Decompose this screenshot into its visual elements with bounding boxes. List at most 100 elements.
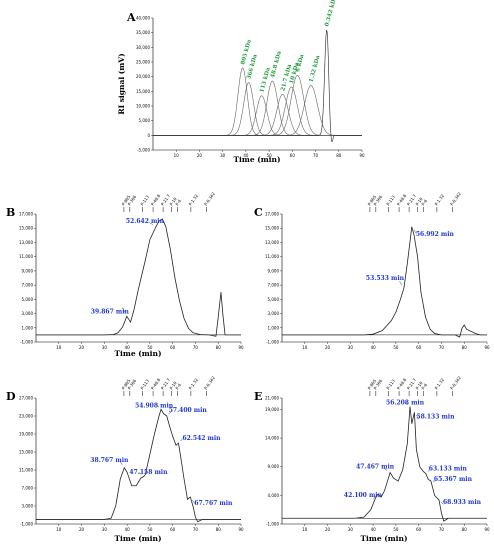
standard-marker-label: P-113 bbox=[385, 194, 396, 207]
x-tick-label: 20 bbox=[197, 153, 203, 158]
y-tick-label: 3,000 bbox=[22, 504, 34, 509]
standard-marker-label: P-6 bbox=[420, 382, 428, 390]
standard-marker-label: P-0.342 bbox=[203, 191, 216, 207]
standard-marker-label: P-48.8 bbox=[396, 377, 408, 391]
annotation-arrow bbox=[427, 469, 431, 472]
standard-marker-label: P-6 bbox=[174, 198, 182, 206]
peak-annotation: 52.642 min bbox=[126, 218, 165, 225]
peak-annotation: 65.367 min bbox=[434, 476, 473, 483]
x-tick-label: 60 bbox=[170, 345, 176, 350]
x-tick-label: 10 bbox=[56, 345, 62, 350]
chromatogram-line bbox=[36, 218, 241, 337]
x-tick-label: 50 bbox=[267, 153, 273, 158]
standard-marker-label: P-113 bbox=[139, 194, 150, 207]
y-tick-label: 7,000 bbox=[22, 486, 34, 491]
y-tick-label: -1,000 bbox=[20, 522, 33, 527]
x-tick-label: 60 bbox=[416, 345, 422, 350]
x-axis-title: Time (min) bbox=[233, 155, 280, 164]
x-tick-label: 70 bbox=[313, 153, 319, 158]
x-tick-label: 20 bbox=[79, 345, 85, 350]
peak-annotation: 56.208 min bbox=[386, 400, 425, 407]
y-tick-label: 3,000 bbox=[268, 311, 280, 316]
x-tick-label: 50 bbox=[393, 345, 399, 350]
annotation-arrow bbox=[149, 222, 154, 225]
x-tick-label: 30 bbox=[348, 527, 354, 532]
x-tick-label: 90 bbox=[238, 527, 244, 532]
x-tick-label: 90 bbox=[359, 153, 365, 158]
y-tick-label: 11,000 bbox=[19, 468, 33, 473]
y-tick-label: 3,000 bbox=[22, 311, 34, 316]
standard-marker-label: P-21.7 bbox=[160, 377, 172, 391]
x-axis-title: Time (min) bbox=[114, 534, 161, 543]
y-tick-label: 5,000 bbox=[22, 297, 34, 302]
chart-panel-a: 10 20 30 40 50 60 70 80 90 -5,000 0 5,000 10,000 15,0… bbox=[117, 0, 365, 164]
x-tick-label: 50 bbox=[147, 527, 153, 532]
standard-marker-label: P-0.342 bbox=[203, 375, 216, 391]
peak-annotation: 56.992 min bbox=[416, 231, 455, 238]
x-axis-title: Time (min) bbox=[360, 534, 407, 543]
series-label: 6 kDa bbox=[295, 53, 306, 72]
annotation-arrow bbox=[440, 501, 444, 505]
standard-marker-label: P-805 bbox=[121, 378, 132, 391]
y-tick-label: 19,000 bbox=[19, 432, 33, 437]
peak-annotation: 67.767 min bbox=[194, 500, 233, 507]
standard-marker-label: P-10 bbox=[168, 196, 177, 206]
x-tick-label: 10 bbox=[302, 527, 308, 532]
x-tick-label: 50 bbox=[147, 345, 153, 350]
x-tick-label: 80 bbox=[216, 345, 222, 350]
standard-marker-label: P-21.7 bbox=[160, 193, 172, 207]
x-tick-label: 80 bbox=[216, 527, 222, 532]
standard-marker-label: P-21.7 bbox=[406, 193, 418, 207]
x-tick-label: 90 bbox=[238, 345, 244, 350]
annotation-arrow bbox=[180, 438, 183, 442]
annotation-arrow bbox=[156, 404, 160, 408]
standard-marker-label: P-48.8 bbox=[150, 377, 162, 391]
x-tick-label: 70 bbox=[193, 345, 199, 350]
standard-marker-label: P-366 bbox=[127, 378, 138, 391]
y-tick-label: 40,000 bbox=[136, 16, 150, 21]
standard-marker-label: P-0.342 bbox=[449, 191, 462, 207]
x-tick-label: 20 bbox=[325, 345, 331, 350]
panel-letter-b: B bbox=[6, 206, 15, 219]
x-tick-label: 80 bbox=[462, 527, 468, 532]
standard-marker-label: P-113 bbox=[139, 378, 150, 391]
series-line bbox=[153, 29, 362, 142]
standard-marker-label: P-1.32 bbox=[434, 193, 446, 207]
x-tick-label: 20 bbox=[79, 527, 85, 532]
annotation-arrow bbox=[373, 496, 377, 499]
y-tick-label: 11,000 bbox=[19, 254, 33, 259]
peak-annotation: 68.933 min bbox=[443, 499, 482, 506]
peak-annotation: 47.158 min bbox=[129, 469, 168, 476]
y-tick-label: 4,000 bbox=[268, 493, 280, 498]
chart-root: 10 20 30 40 50 60 70 80 90 -5,000 0 5,000 10,000 15,0… bbox=[19, 0, 490, 543]
y-tick-label: 13,000 bbox=[265, 240, 279, 245]
y-tick-label: 23,000 bbox=[19, 414, 33, 419]
x-tick-label: 10 bbox=[56, 527, 62, 532]
chromatogram-line bbox=[282, 226, 487, 338]
annotation-arrow bbox=[399, 281, 403, 286]
y-tick-label: 5,000 bbox=[268, 297, 280, 302]
annotation-arrow bbox=[413, 229, 417, 234]
x-tick-label: 70 bbox=[439, 527, 445, 532]
y-tick-label: 5,000 bbox=[139, 118, 151, 123]
x-tick-label: 10 bbox=[174, 153, 180, 158]
standard-marker-label: P-805 bbox=[367, 378, 378, 391]
x-tick-label: 60 bbox=[290, 153, 296, 158]
y-tick-label: 15,000 bbox=[136, 89, 150, 94]
peak-annotation: 39.867 min bbox=[91, 308, 130, 315]
x-tick-label: 30 bbox=[220, 153, 226, 158]
chart-panel-e: 10 20 30 40 50 60 70 80 90 -1,000 4,000 9,000 14,000… bbox=[265, 375, 490, 543]
standard-marker-label: P-1.32 bbox=[188, 193, 200, 207]
annotation-arrow bbox=[383, 467, 388, 471]
standard-marker-label: P-805 bbox=[121, 194, 132, 207]
peak-annotation: 58.133 min bbox=[416, 413, 455, 420]
standard-marker-label: P-6 bbox=[174, 382, 182, 390]
y-tick-label: 21,000 bbox=[265, 396, 279, 401]
x-tick-label: 50 bbox=[393, 527, 399, 532]
x-tick-label: 90 bbox=[484, 345, 490, 350]
x-tick-label: 40 bbox=[243, 153, 249, 158]
annotation-arrow bbox=[168, 411, 172, 415]
standard-marker-label: P-10 bbox=[414, 196, 423, 206]
y-tick-label: 27,000 bbox=[19, 396, 33, 401]
